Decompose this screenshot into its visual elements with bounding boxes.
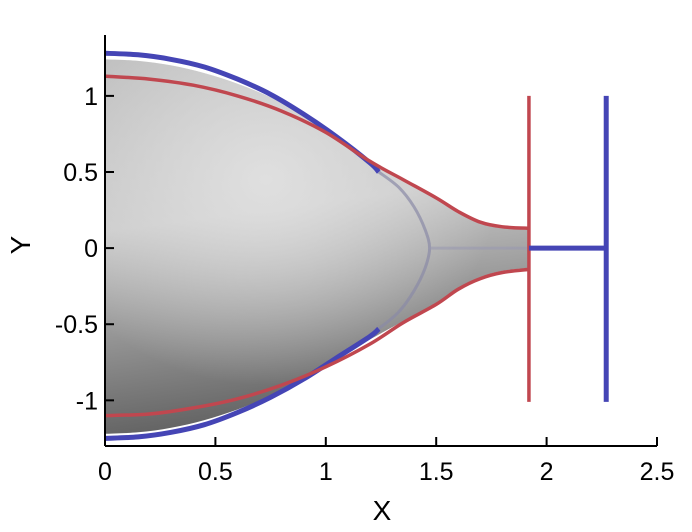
surface-layer bbox=[105, 59, 529, 434]
series-line-3 bbox=[104, 74, 529, 231]
y-axis-label: Y bbox=[5, 235, 36, 254]
y-tick-label: 1 bbox=[84, 83, 98, 111]
series-line-2 bbox=[104, 326, 381, 441]
x-ticks: 0 0.5 1 1.5 2 2.5 bbox=[98, 437, 674, 486]
x-axis-label: X bbox=[373, 495, 392, 526]
axis-layer: 0 0.5 1 1.5 2 2.5 1 0.5 0 -0.5 -1 X Y bbox=[5, 35, 674, 526]
x-tick-label: 0 bbox=[98, 458, 112, 486]
y-tick-label: -0.5 bbox=[55, 311, 98, 339]
x-tick-label: 2.5 bbox=[640, 458, 675, 486]
surface-highlight bbox=[105, 59, 529, 434]
y-tick-label: -1 bbox=[76, 387, 98, 415]
series-layer bbox=[104, 50, 609, 441]
x-tick-label: 0.5 bbox=[198, 458, 233, 486]
x-tick-label: 1 bbox=[319, 458, 333, 486]
y-ticks: 1 0.5 0 -0.5 -1 bbox=[55, 83, 114, 415]
y-tick-label: 0 bbox=[84, 235, 98, 263]
x-tick-label: 2 bbox=[540, 458, 554, 486]
x-tick-label: 1.5 bbox=[419, 458, 454, 486]
y-tick-label: 0.5 bbox=[63, 159, 98, 187]
series-line-4 bbox=[104, 267, 530, 418]
